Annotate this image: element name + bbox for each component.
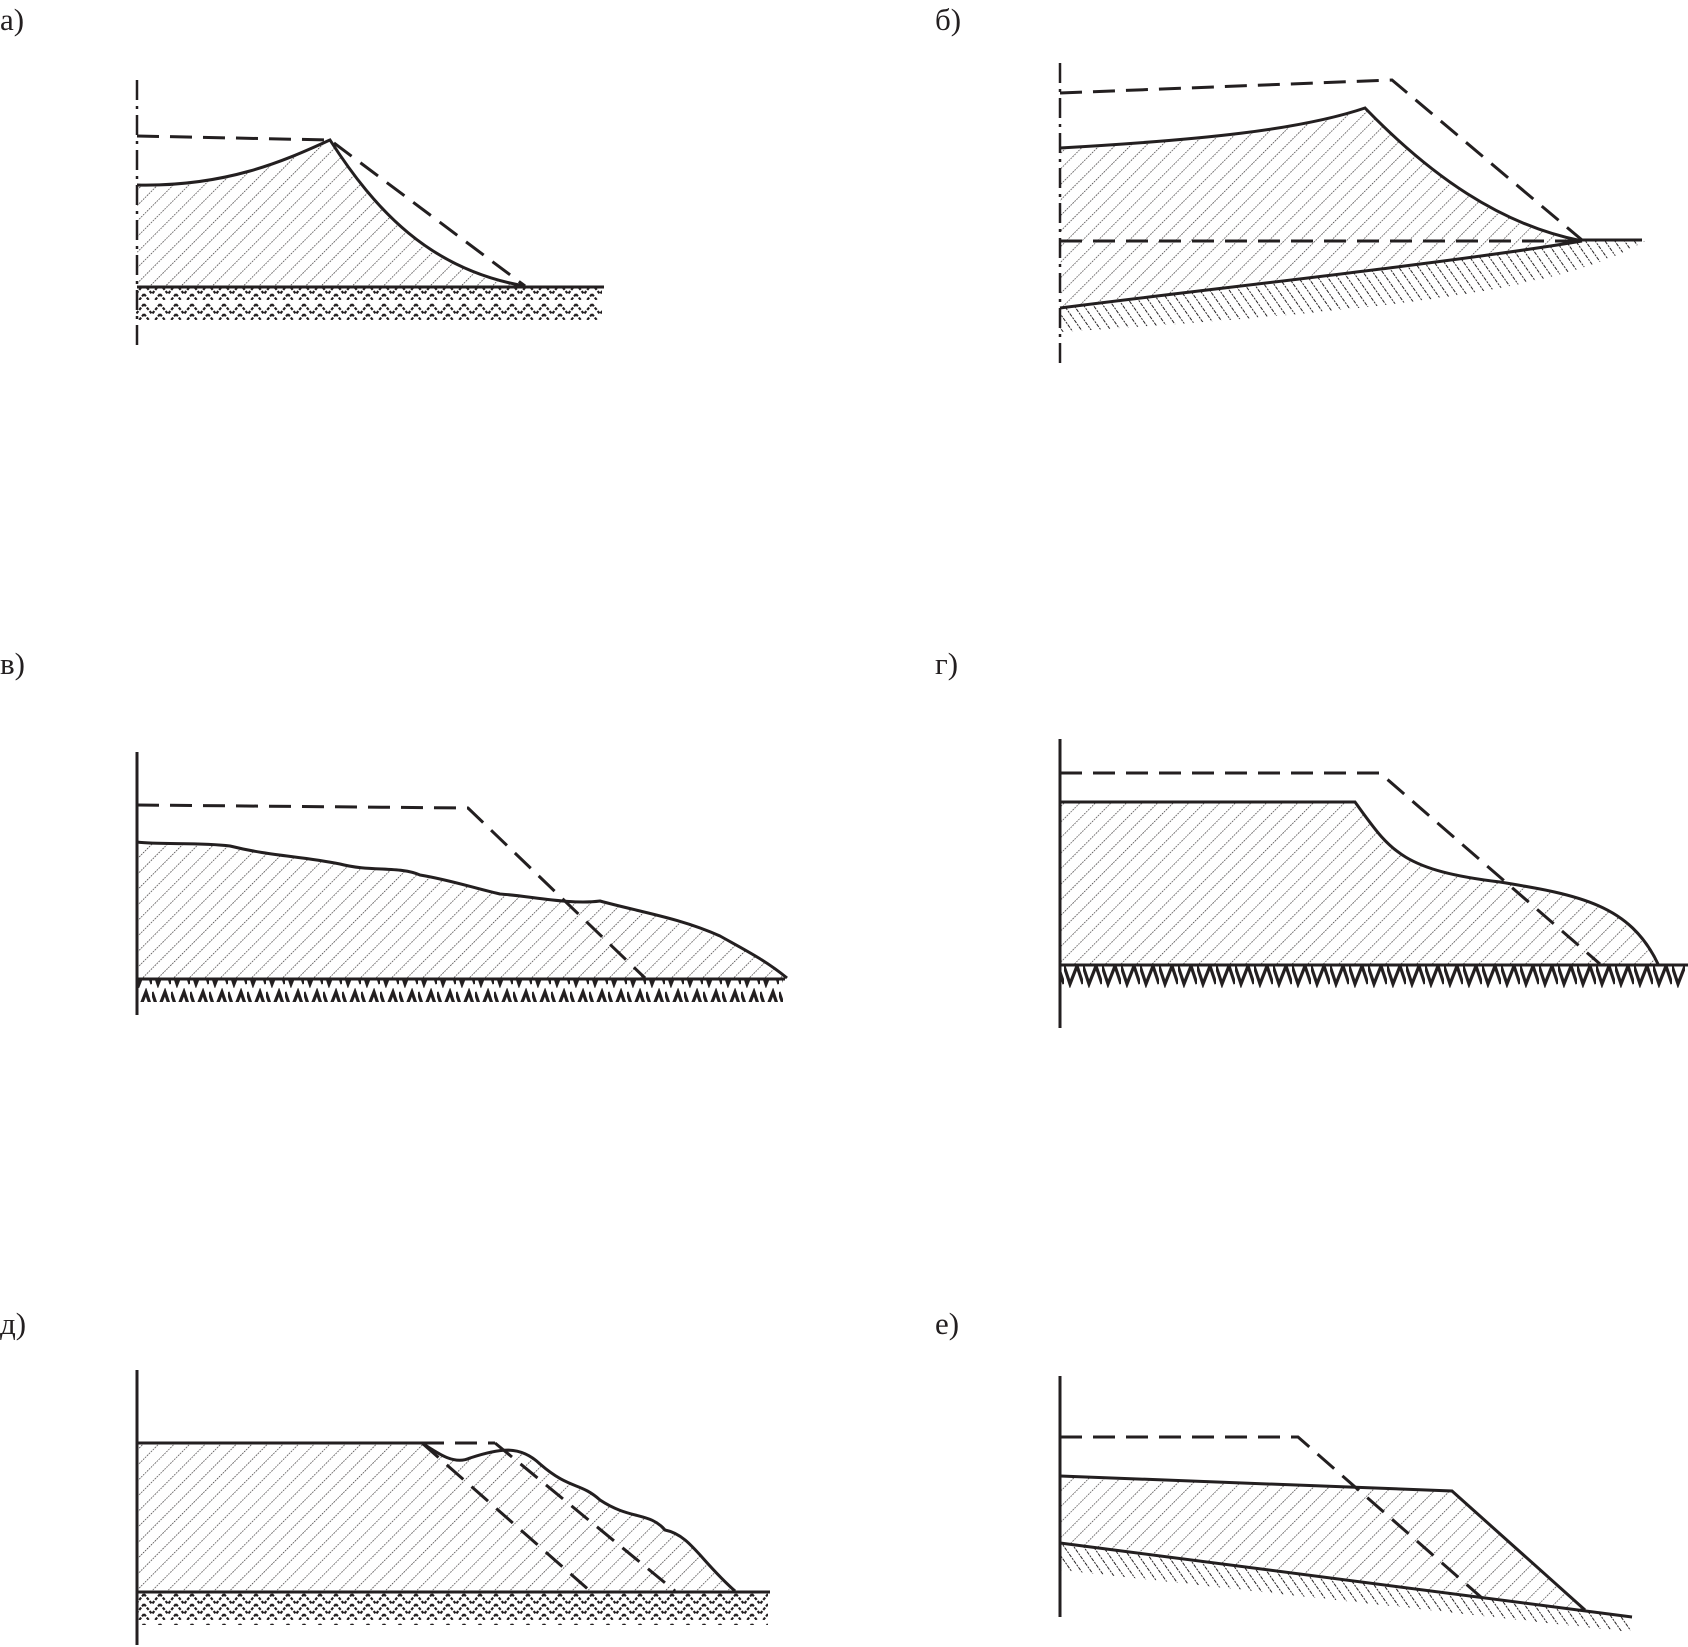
slip-line-1 (421, 1441, 591, 1593)
slip-line-2 (494, 1441, 676, 1593)
ground-hatch (1060, 1543, 1632, 1632)
panel-e (1058, 1376, 1633, 1632)
initial-profile (1059, 78, 1583, 242)
panel-d (135, 1370, 770, 1645)
base-deformation-line (1059, 239, 1583, 310)
panel-v (135, 752, 788, 1015)
panel-label-d: д) (0, 1306, 27, 1341)
deformed-soil-body (137, 140, 525, 286)
ground-hatch (137, 1593, 768, 1625)
deformed-profile (1060, 800, 1660, 965)
panel-label-a: а) (0, 2, 25, 37)
ground-hatch (1060, 241, 1645, 332)
panel-label-b: б) (935, 2, 962, 37)
initial-profile (1060, 1435, 1491, 1607)
initial-profile (136, 803, 647, 980)
deformed-soil-body (137, 1443, 735, 1591)
deformed-profile (137, 1441, 736, 1593)
deformed-soil-body (1060, 1476, 1585, 1610)
panel-b (1058, 63, 1645, 368)
ground-hatch (1060, 966, 1685, 988)
deformed-profile (136, 138, 526, 288)
panel-label-e: е) (935, 1306, 960, 1341)
deformed-profile (1059, 106, 1583, 243)
ground-hatch (137, 980, 783, 1002)
deformed-soil-body (137, 842, 787, 978)
initial-profile (1060, 771, 1601, 966)
deformed-profile (1059, 1474, 1587, 1612)
deformed-profile (136, 840, 788, 980)
panel-a (135, 80, 604, 350)
sliding-plane (1059, 1541, 1633, 1619)
panel-g (1058, 739, 1688, 1028)
panel-label-g: г) (935, 646, 959, 681)
deformed-soil-body (1060, 802, 1658, 964)
panel-label-v: в) (0, 646, 25, 681)
ground-hatch (136, 288, 602, 320)
deformed-soil-body (1060, 108, 1582, 308)
